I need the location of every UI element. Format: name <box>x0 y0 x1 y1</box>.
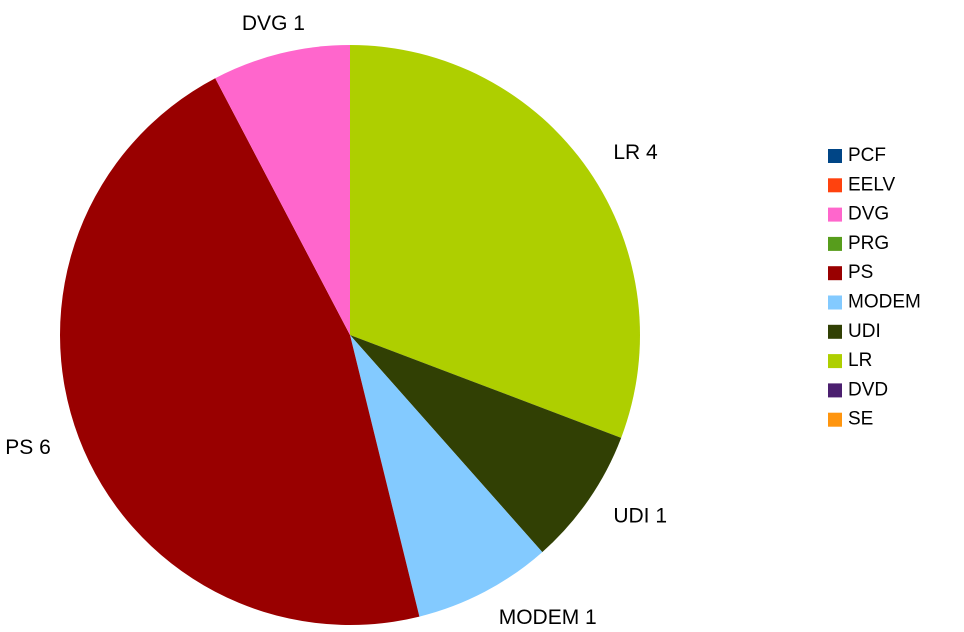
legend-label: PCF <box>848 145 886 166</box>
legend-swatch <box>828 149 842 163</box>
legend-swatch <box>828 412 842 427</box>
legend-label: DVG <box>848 204 889 225</box>
data-label: PS 6 <box>5 436 51 459</box>
pie-slice <box>350 335 622 553</box>
legend-swatch <box>828 295 842 310</box>
legend-label: DVD <box>848 379 888 400</box>
data-label: MODEM 1 <box>499 606 597 629</box>
data-label: LR 4 <box>613 141 658 164</box>
data-label: UDI 1 <box>613 504 667 527</box>
legend-swatch <box>828 236 842 251</box>
legend-swatch <box>828 324 842 339</box>
legend-label: LR <box>848 350 872 371</box>
data-label: DVG 1 <box>242 12 305 35</box>
legend-label: MODEM <box>848 292 921 313</box>
legend-swatch <box>828 354 842 369</box>
pie-slice <box>350 45 640 438</box>
legend-swatch <box>828 383 842 398</box>
legend-swatch <box>828 207 842 222</box>
pie-slice <box>215 45 350 335</box>
legend-label: EELV <box>848 174 896 195</box>
legend-label: PRG <box>848 233 889 254</box>
legend-swatch <box>828 178 842 193</box>
pie-slice <box>350 335 543 617</box>
legend-swatch <box>828 266 842 281</box>
legend-label: SE <box>848 409 873 430</box>
legend-label: PS <box>848 262 873 283</box>
pie-slice <box>60 78 420 625</box>
legend-label: UDI <box>848 321 881 342</box>
